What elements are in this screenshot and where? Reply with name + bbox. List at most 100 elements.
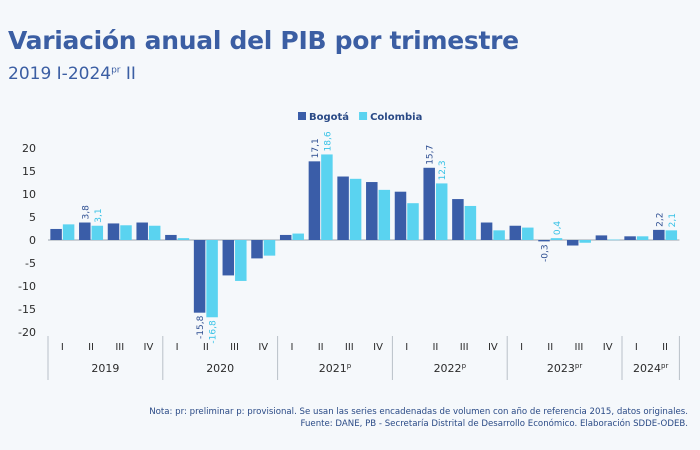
data-label: -0,3: [541, 244, 551, 262]
bar-colombia: [292, 233, 304, 240]
y-tick-label: 15: [22, 165, 36, 178]
data-label: 0,4: [553, 221, 563, 236]
year-text: 2021: [319, 362, 347, 375]
x-tick-label: III: [575, 342, 584, 353]
x-tick-label: III: [230, 342, 239, 353]
year-text: 2023: [547, 362, 575, 375]
year-label: 2023pr: [547, 362, 582, 375]
data-label: -16,8: [209, 320, 219, 344]
bar-bogota: [366, 182, 378, 240]
subtitle-sup: pr: [111, 65, 121, 76]
bar-colombia: [579, 240, 591, 243]
subtitle-tail: II: [120, 64, 136, 84]
year-label: 2024pr: [633, 362, 668, 375]
bar-bogota: [337, 176, 349, 240]
year-sup: pr: [575, 362, 582, 370]
x-tick-label: II: [662, 342, 668, 353]
y-tick-label: 5: [29, 211, 36, 224]
chart-subtitle: 2019 I-2024pr II: [8, 64, 136, 84]
bar-bogota: [251, 240, 263, 259]
chart-notes: Nota: pr: preliminar p: provisional. Se …: [149, 406, 688, 430]
data-label: 15,7: [426, 145, 436, 165]
bar-bogota: [394, 191, 407, 240]
x-tick-label: III: [345, 342, 354, 353]
bar-colombia: [91, 225, 104, 240]
data-label: -15,8: [196, 315, 206, 339]
bar-colombia: [464, 205, 477, 240]
y-tick-label: -20: [18, 326, 36, 339]
x-tick-label: IV: [488, 342, 498, 353]
x-tick-label: IV: [373, 342, 383, 353]
bar-bogota: [308, 161, 321, 240]
bar-colombia: [148, 225, 161, 240]
y-tick-label: -5: [25, 257, 36, 270]
year-text: 2019: [91, 362, 119, 375]
year-sup: p: [347, 362, 352, 370]
bar-bogota: [107, 223, 120, 240]
y-tick-label: -15: [18, 303, 36, 316]
subtitle-main: 2019 I-2024: [8, 64, 112, 84]
bar-bogota: [624, 236, 636, 240]
y-tick-label: 20: [22, 142, 36, 155]
year-label: 2022p: [434, 362, 467, 375]
bar-bogota: [509, 225, 522, 240]
x-tick-label: III: [460, 342, 469, 353]
year-sup: pr: [661, 362, 668, 370]
bar-colombia: [263, 240, 276, 256]
x-tick-label: IV: [258, 342, 268, 353]
bar-colombia: [62, 224, 75, 240]
bar-colombia: [349, 178, 362, 240]
legend-swatch-bogota: [298, 112, 306, 120]
x-tick-label: I: [176, 342, 179, 353]
bar-bogota: [136, 222, 148, 240]
bar-bogota: [452, 199, 464, 240]
data-label: 2,1: [668, 213, 678, 227]
bar-colombia: [235, 240, 247, 281]
data-label: 3,8: [81, 205, 91, 220]
bar-bogota: [50, 228, 62, 240]
bar-colombia: [177, 238, 190, 240]
source-line: Fuente: DANE, PB - Secretaría Distrital …: [300, 419, 688, 429]
x-tick-label: II: [547, 342, 553, 353]
bar-colombia: [435, 183, 448, 240]
data-label: 12,3: [438, 160, 448, 180]
bar-colombia: [493, 230, 505, 240]
x-tick-label: I: [520, 342, 523, 353]
bar-colombia: [636, 236, 649, 240]
x-tick-label: II: [203, 342, 209, 353]
bar-bogota: [566, 240, 579, 246]
x-tick-label: II: [318, 342, 324, 353]
bar-bogota: [279, 234, 292, 240]
year-text: 2024: [633, 362, 661, 375]
bar-bogota: [423, 167, 435, 240]
chart-title: Variación anual del PIB por trimestre: [8, 26, 519, 55]
bar-bogota: [222, 240, 235, 276]
x-tick-label: II: [88, 342, 94, 353]
year-label: 2019: [91, 362, 119, 375]
year-sup: p: [462, 362, 467, 370]
bar-bogota: [79, 222, 91, 240]
x-tick-label: I: [405, 342, 408, 353]
year-label: 2021p: [319, 362, 352, 375]
bar-colombia: [120, 225, 132, 240]
y-tick-label: -10: [18, 280, 36, 293]
data-label: 3,1: [94, 208, 104, 222]
bar-colombia: [407, 203, 419, 240]
bar-colombia: [550, 238, 563, 240]
bar-colombia: [321, 154, 333, 240]
bar-colombia: [378, 189, 391, 240]
data-label: 17,1: [311, 138, 321, 158]
legend-label-colombia: Colombia: [370, 112, 422, 123]
x-tick-label: II: [432, 342, 438, 353]
bar-bogota: [538, 240, 550, 242]
note-line: Nota: pr: preliminar p: provisional. Se …: [149, 407, 688, 417]
legend-swatch-colombia: [359, 112, 368, 120]
y-tick-label: 10: [22, 188, 36, 201]
x-tick-label: III: [115, 342, 124, 353]
year-label: 2020: [206, 362, 234, 375]
data-label: 18,6: [323, 131, 333, 151]
data-label: 2,2: [655, 213, 665, 227]
bar-bogota: [193, 240, 206, 313]
bar-bogota: [653, 229, 665, 240]
